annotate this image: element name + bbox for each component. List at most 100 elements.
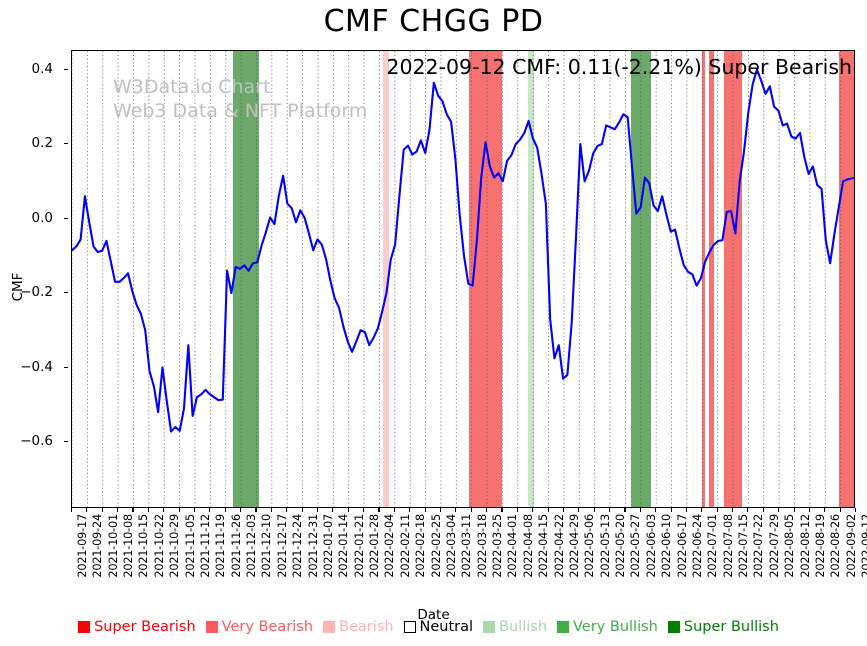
x-tick-label: 2021-10-08 bbox=[122, 514, 136, 578]
x-tick-label: 2021-12-03 bbox=[245, 514, 259, 578]
y-tick-label: 0.4 bbox=[31, 60, 53, 77]
x-tick-mark bbox=[393, 508, 395, 512]
x-tick-mark bbox=[363, 508, 365, 512]
x-tick-label: 2021-11-26 bbox=[229, 514, 243, 578]
x-tick-mark bbox=[501, 508, 503, 512]
x-tick-mark bbox=[347, 508, 349, 512]
x-tick-label: 2022-01-21 bbox=[352, 514, 366, 578]
x-tick-label: 2021-10-22 bbox=[152, 514, 166, 578]
x-tick-label: 2022-02-04 bbox=[383, 514, 397, 578]
x-tick-mark bbox=[778, 508, 780, 512]
x-tick-label: 2022-05-06 bbox=[583, 514, 597, 578]
x-tick-mark bbox=[470, 508, 472, 512]
x-tick-label: 2021-11-19 bbox=[214, 514, 228, 578]
condition-band bbox=[724, 51, 743, 507]
legend: Super Bearish Very Bearish Bearish Neutral B… bbox=[0, 619, 867, 635]
x-tick-mark bbox=[301, 508, 303, 512]
gridlines-layer bbox=[72, 51, 854, 507]
x-tick-label: 2022-01-07 bbox=[321, 514, 335, 578]
x-tick-mark bbox=[409, 508, 411, 512]
x-tick-mark bbox=[516, 508, 518, 512]
legend-swatch-icon bbox=[78, 621, 91, 633]
x-tick-mark bbox=[655, 508, 657, 512]
legend-label: Bullish bbox=[499, 619, 548, 635]
x-tick-label: 2021-11-12 bbox=[198, 514, 212, 578]
x-tick-mark bbox=[316, 508, 319, 512]
x-tick-label: 2022-04-01 bbox=[506, 514, 520, 578]
x-tick-mark bbox=[685, 508, 687, 512]
x-tick-label: 2022-02-25 bbox=[429, 514, 443, 578]
x-tick-label: 2022-09-02 bbox=[844, 514, 858, 578]
x-tick-mark bbox=[808, 508, 810, 512]
legend-label: Very Bearish bbox=[221, 619, 314, 635]
x-tick-mark bbox=[486, 508, 488, 512]
x-tick-mark bbox=[839, 508, 841, 512]
legend-item[interactable]: Bearish bbox=[323, 619, 394, 635]
legend-item[interactable]: Super Bearish bbox=[78, 619, 196, 635]
x-tick-mark bbox=[193, 508, 196, 512]
legend-swatch-icon bbox=[557, 621, 570, 633]
y-tick-mark bbox=[64, 217, 68, 219]
y-tick-label: −0.6 bbox=[20, 432, 53, 449]
x-tick-label: 2021-10-29 bbox=[168, 514, 182, 578]
x-tick-mark bbox=[378, 508, 380, 512]
latest-value-annotation: 2022-09-12 CMF: 0.11(-2.21%) Super Beari… bbox=[386, 55, 852, 79]
x-tick-mark bbox=[117, 508, 119, 512]
condition-band bbox=[468, 51, 503, 507]
x-tick-mark bbox=[240, 508, 242, 512]
x-tick-mark bbox=[132, 508, 134, 512]
condition-band bbox=[528, 51, 534, 507]
x-tick-mark bbox=[147, 508, 149, 512]
x-tick-mark bbox=[716, 508, 718, 512]
x-tick-label: 2022-03-11 bbox=[460, 514, 474, 578]
x-tick-mark bbox=[762, 508, 764, 512]
x-tick-label: 2021-12-24 bbox=[291, 514, 305, 578]
legend-swatch-icon bbox=[667, 621, 680, 633]
x-tick-label: 2022-05-20 bbox=[614, 514, 628, 578]
x-tick-mark bbox=[824, 508, 826, 512]
x-tick-mark bbox=[270, 508, 272, 512]
x-tick-mark bbox=[609, 508, 611, 512]
x-tick-label: 2021-12-31 bbox=[306, 514, 320, 578]
legend-label: Super Bullish bbox=[683, 619, 779, 635]
condition-band bbox=[838, 51, 854, 507]
x-tick-label: 2022-07-08 bbox=[721, 514, 735, 578]
condition-band bbox=[630, 51, 652, 507]
x-tick-label: 2022-06-03 bbox=[644, 514, 658, 578]
x-tick-mark bbox=[101, 508, 103, 512]
x-tick-mark bbox=[224, 508, 226, 512]
x-tick-label: 2021-09-24 bbox=[91, 514, 105, 578]
x-tick-label: 2022-04-15 bbox=[537, 514, 551, 578]
legend-item[interactable]: Very Bullish bbox=[557, 619, 658, 635]
x-tick-label: 2022-02-11 bbox=[398, 514, 412, 578]
legend-swatch-icon bbox=[205, 621, 218, 633]
legend-item[interactable]: Super Bullish bbox=[667, 619, 779, 635]
legend-item[interactable]: Bullish bbox=[483, 619, 547, 635]
x-tick-label: 2022-06-10 bbox=[660, 514, 674, 578]
condition-bands-layer bbox=[72, 51, 854, 507]
x-tick-mark bbox=[424, 508, 426, 512]
x-tick-mark bbox=[332, 508, 334, 512]
x-tick-mark bbox=[732, 508, 734, 512]
x-tick-mark bbox=[439, 508, 442, 512]
x-tick-mark bbox=[578, 508, 580, 512]
x-tick-label: 2022-08-19 bbox=[813, 514, 827, 578]
x-tick-label: 2022-06-17 bbox=[675, 514, 689, 578]
x-tick-mark bbox=[624, 508, 626, 512]
x-tick-label: 2022-09-12 bbox=[860, 514, 867, 578]
x-tick-label: 2021-10-01 bbox=[106, 514, 120, 578]
x-tick-label: 2022-01-14 bbox=[337, 514, 351, 578]
legend-label: Very Bullish bbox=[573, 619, 658, 635]
y-tick-label: −0.2 bbox=[20, 284, 53, 301]
x-tick-mark bbox=[209, 508, 211, 512]
legend-item[interactable]: Very Bearish bbox=[205, 619, 314, 635]
x-tick-mark bbox=[286, 508, 288, 512]
x-tick-label: 2022-07-15 bbox=[737, 514, 751, 578]
x-tick-label: 2022-02-18 bbox=[414, 514, 428, 578]
x-tick-label: 2022-01-28 bbox=[368, 514, 382, 578]
x-tick-label: 2021-09-17 bbox=[76, 514, 89, 578]
x-tick-mark bbox=[855, 508, 857, 512]
legend-item[interactable]: Neutral bbox=[403, 619, 473, 635]
x-tick-mark bbox=[455, 508, 457, 512]
